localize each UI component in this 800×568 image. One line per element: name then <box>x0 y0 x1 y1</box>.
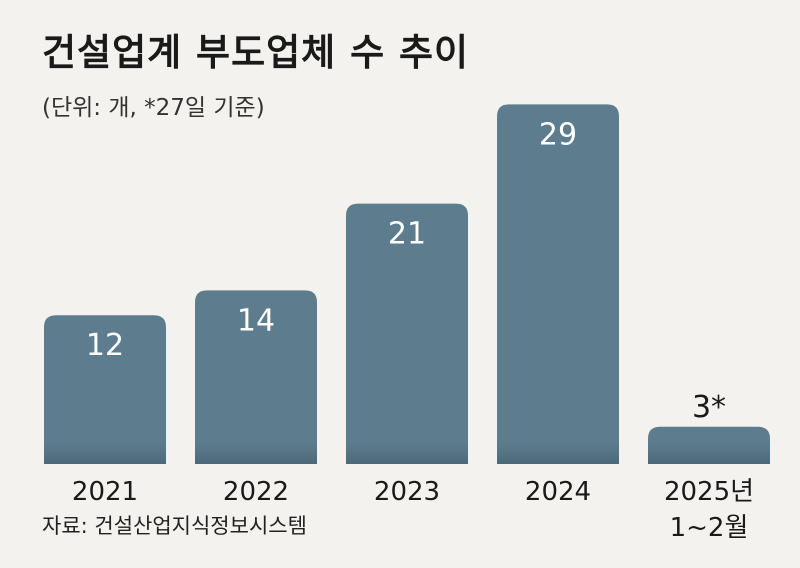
bar-shadow-4 <box>648 440 770 464</box>
category-label-2: 2023 <box>374 477 440 507</box>
value-label-3: 29 <box>539 117 577 152</box>
chart-subtitle: (단위: 개, *27일 기준) <box>42 95 265 121</box>
bar-shadow-1 <box>195 440 317 464</box>
bar-shadow-0 <box>44 440 166 464</box>
bar-0 <box>44 315 166 464</box>
source-note: 자료: 건설산업지식정보시스템 <box>42 514 307 538</box>
bar-1 <box>195 290 317 464</box>
chart-title: 건설업계 부도업체 수 추이 <box>42 31 470 74</box>
bars-group: 12 14 21 29 3* <box>44 104 770 465</box>
value-label-1: 14 <box>237 303 275 338</box>
value-label-2: 21 <box>388 217 426 252</box>
value-label-4: 3* <box>692 390 726 425</box>
category-label-4: 2025년 1~2월 <box>664 477 754 543</box>
value-label-0: 12 <box>86 328 124 363</box>
bar-2 <box>346 203 468 464</box>
bar-shadow-2 <box>346 440 468 464</box>
bar-3 <box>497 104 619 465</box>
category-label-3: 2024 <box>525 477 591 507</box>
bar-shadow-3 <box>497 440 619 464</box>
category-label-1: 2022 <box>223 477 289 507</box>
category-labels: 2021 2022 2023 2024 2025년 1~2월 <box>72 477 754 543</box>
category-label-0: 2021 <box>72 477 138 507</box>
